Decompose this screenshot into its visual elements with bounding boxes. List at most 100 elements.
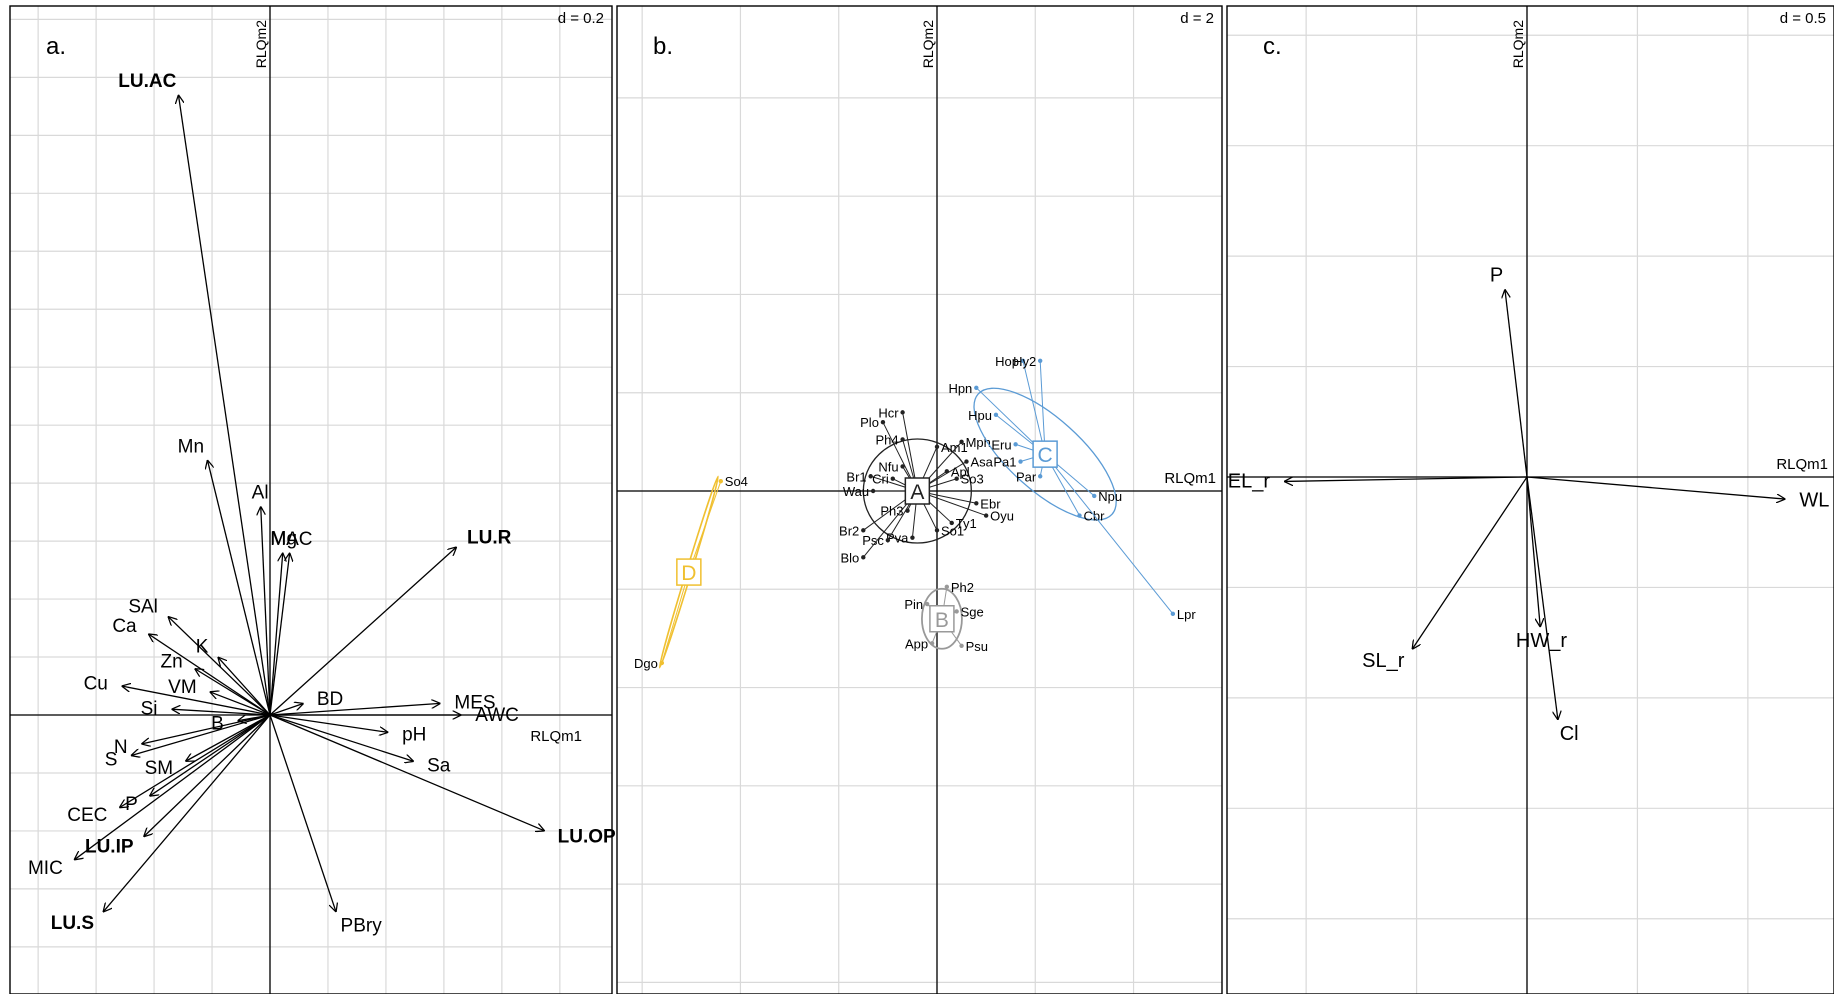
species-label: So4 (725, 474, 748, 489)
vector-label: Mn (178, 436, 204, 457)
vector-label: AWC (475, 705, 519, 726)
species-point (880, 420, 886, 425)
species-point (1037, 358, 1043, 363)
species-link (661, 571, 690, 664)
vector-hw-r (1526, 476, 1540, 627)
vector-mac (269, 553, 290, 716)
species-point (983, 513, 989, 518)
species-label: Lpr (1177, 607, 1196, 622)
species-point (944, 469, 950, 474)
species-label: Pin (904, 597, 923, 612)
species-label: Apl (951, 464, 970, 479)
vector-el-r (1284, 476, 1528, 481)
vector-pbry (269, 714, 336, 912)
x-axis-label: RLQm1 (1776, 456, 1828, 473)
species-label: Hpu (968, 408, 992, 423)
species-link (1044, 453, 1174, 615)
vector-sl-r (1412, 476, 1528, 649)
panel-label: b. (653, 33, 673, 60)
plot-area (1227, 6, 1834, 994)
species-label: App (905, 636, 928, 651)
vector-vm (210, 692, 271, 716)
vector-label: SL_r (1362, 650, 1405, 672)
x-axis-label: RLQm1 (530, 728, 582, 745)
vector-p (1505, 289, 1528, 478)
vector-label: Zn (161, 651, 183, 672)
species-label: Ebr (980, 496, 1001, 511)
vector-label: Al (252, 482, 269, 503)
group-label-box (1032, 440, 1058, 468)
species-point (905, 508, 910, 513)
species-point (954, 609, 959, 614)
panel-frame (1226, 5, 1834, 994)
species-label: Pa1 (993, 455, 1016, 470)
species-point (924, 601, 930, 607)
vector-label: BD (317, 689, 343, 710)
vector-label: VM (168, 677, 197, 698)
vector-mes (269, 703, 440, 716)
species-label: Hpn (948, 381, 972, 396)
species-point (929, 641, 935, 646)
vector-sm (185, 714, 271, 761)
species-point (885, 537, 891, 543)
species-point (900, 464, 905, 469)
species-point (964, 459, 969, 464)
species-label: Ph2 (951, 580, 974, 595)
vector-lu-s (103, 714, 271, 912)
plot-area (617, 6, 1222, 994)
species-point (718, 478, 723, 484)
group-label-box (676, 558, 702, 586)
species-point (868, 474, 873, 479)
species-point (890, 476, 895, 481)
species-point (974, 385, 979, 391)
vector-label: Cu (84, 673, 108, 694)
species-point (1170, 611, 1176, 617)
species-link (1022, 360, 1046, 455)
group-ellipse (862, 438, 972, 544)
vector-label: Sa (427, 756, 451, 777)
vector-ph (269, 714, 388, 732)
species-point (1018, 459, 1023, 464)
panel-frame (9, 5, 613, 994)
species-label: Hcr (878, 405, 899, 420)
species-label: Sge (961, 604, 984, 619)
group-label: A (910, 481, 924, 504)
species-point (944, 584, 950, 590)
species-point (1037, 474, 1043, 479)
vector-label: Ca (112, 616, 137, 637)
species-label: So1 (941, 523, 964, 538)
panel-c: c. d = 0.5 RLQm2 RLQm1 P EL_r WL SL_r HW_r Cl (1226, 5, 1834, 994)
vector-mg (269, 553, 283, 716)
vector-label: HW_r (1516, 630, 1567, 652)
vector-label: P (125, 794, 138, 815)
vector-cu (122, 686, 271, 716)
vector-si (171, 709, 271, 716)
vector-s (131, 714, 271, 756)
species-point (954, 476, 959, 481)
species-label: Ty1 (956, 516, 977, 531)
species-point (949, 520, 954, 526)
scale-label: d = 0.2 (558, 10, 604, 27)
plot-area (10, 6, 612, 994)
vector-lu-ac (178, 95, 271, 716)
group-label: B (935, 609, 949, 632)
vector-lu-ip (144, 714, 271, 837)
species-label: Par (1016, 469, 1037, 484)
species-point (861, 528, 866, 533)
species-point (959, 439, 964, 445)
vector-cec (119, 714, 271, 808)
vector-mn (207, 460, 271, 716)
species-point (934, 528, 940, 533)
species-label: Ph3 (880, 504, 903, 519)
vector-cl (1526, 476, 1558, 720)
vector-sal (168, 616, 271, 716)
species-link (688, 481, 722, 573)
species-label: Eru (991, 437, 1011, 452)
group-ellipse (973, 387, 1117, 521)
vector-label: SM (145, 758, 174, 779)
panel-frame (616, 5, 1223, 994)
vector-p (149, 714, 271, 796)
vector-label: MES (454, 692, 495, 713)
